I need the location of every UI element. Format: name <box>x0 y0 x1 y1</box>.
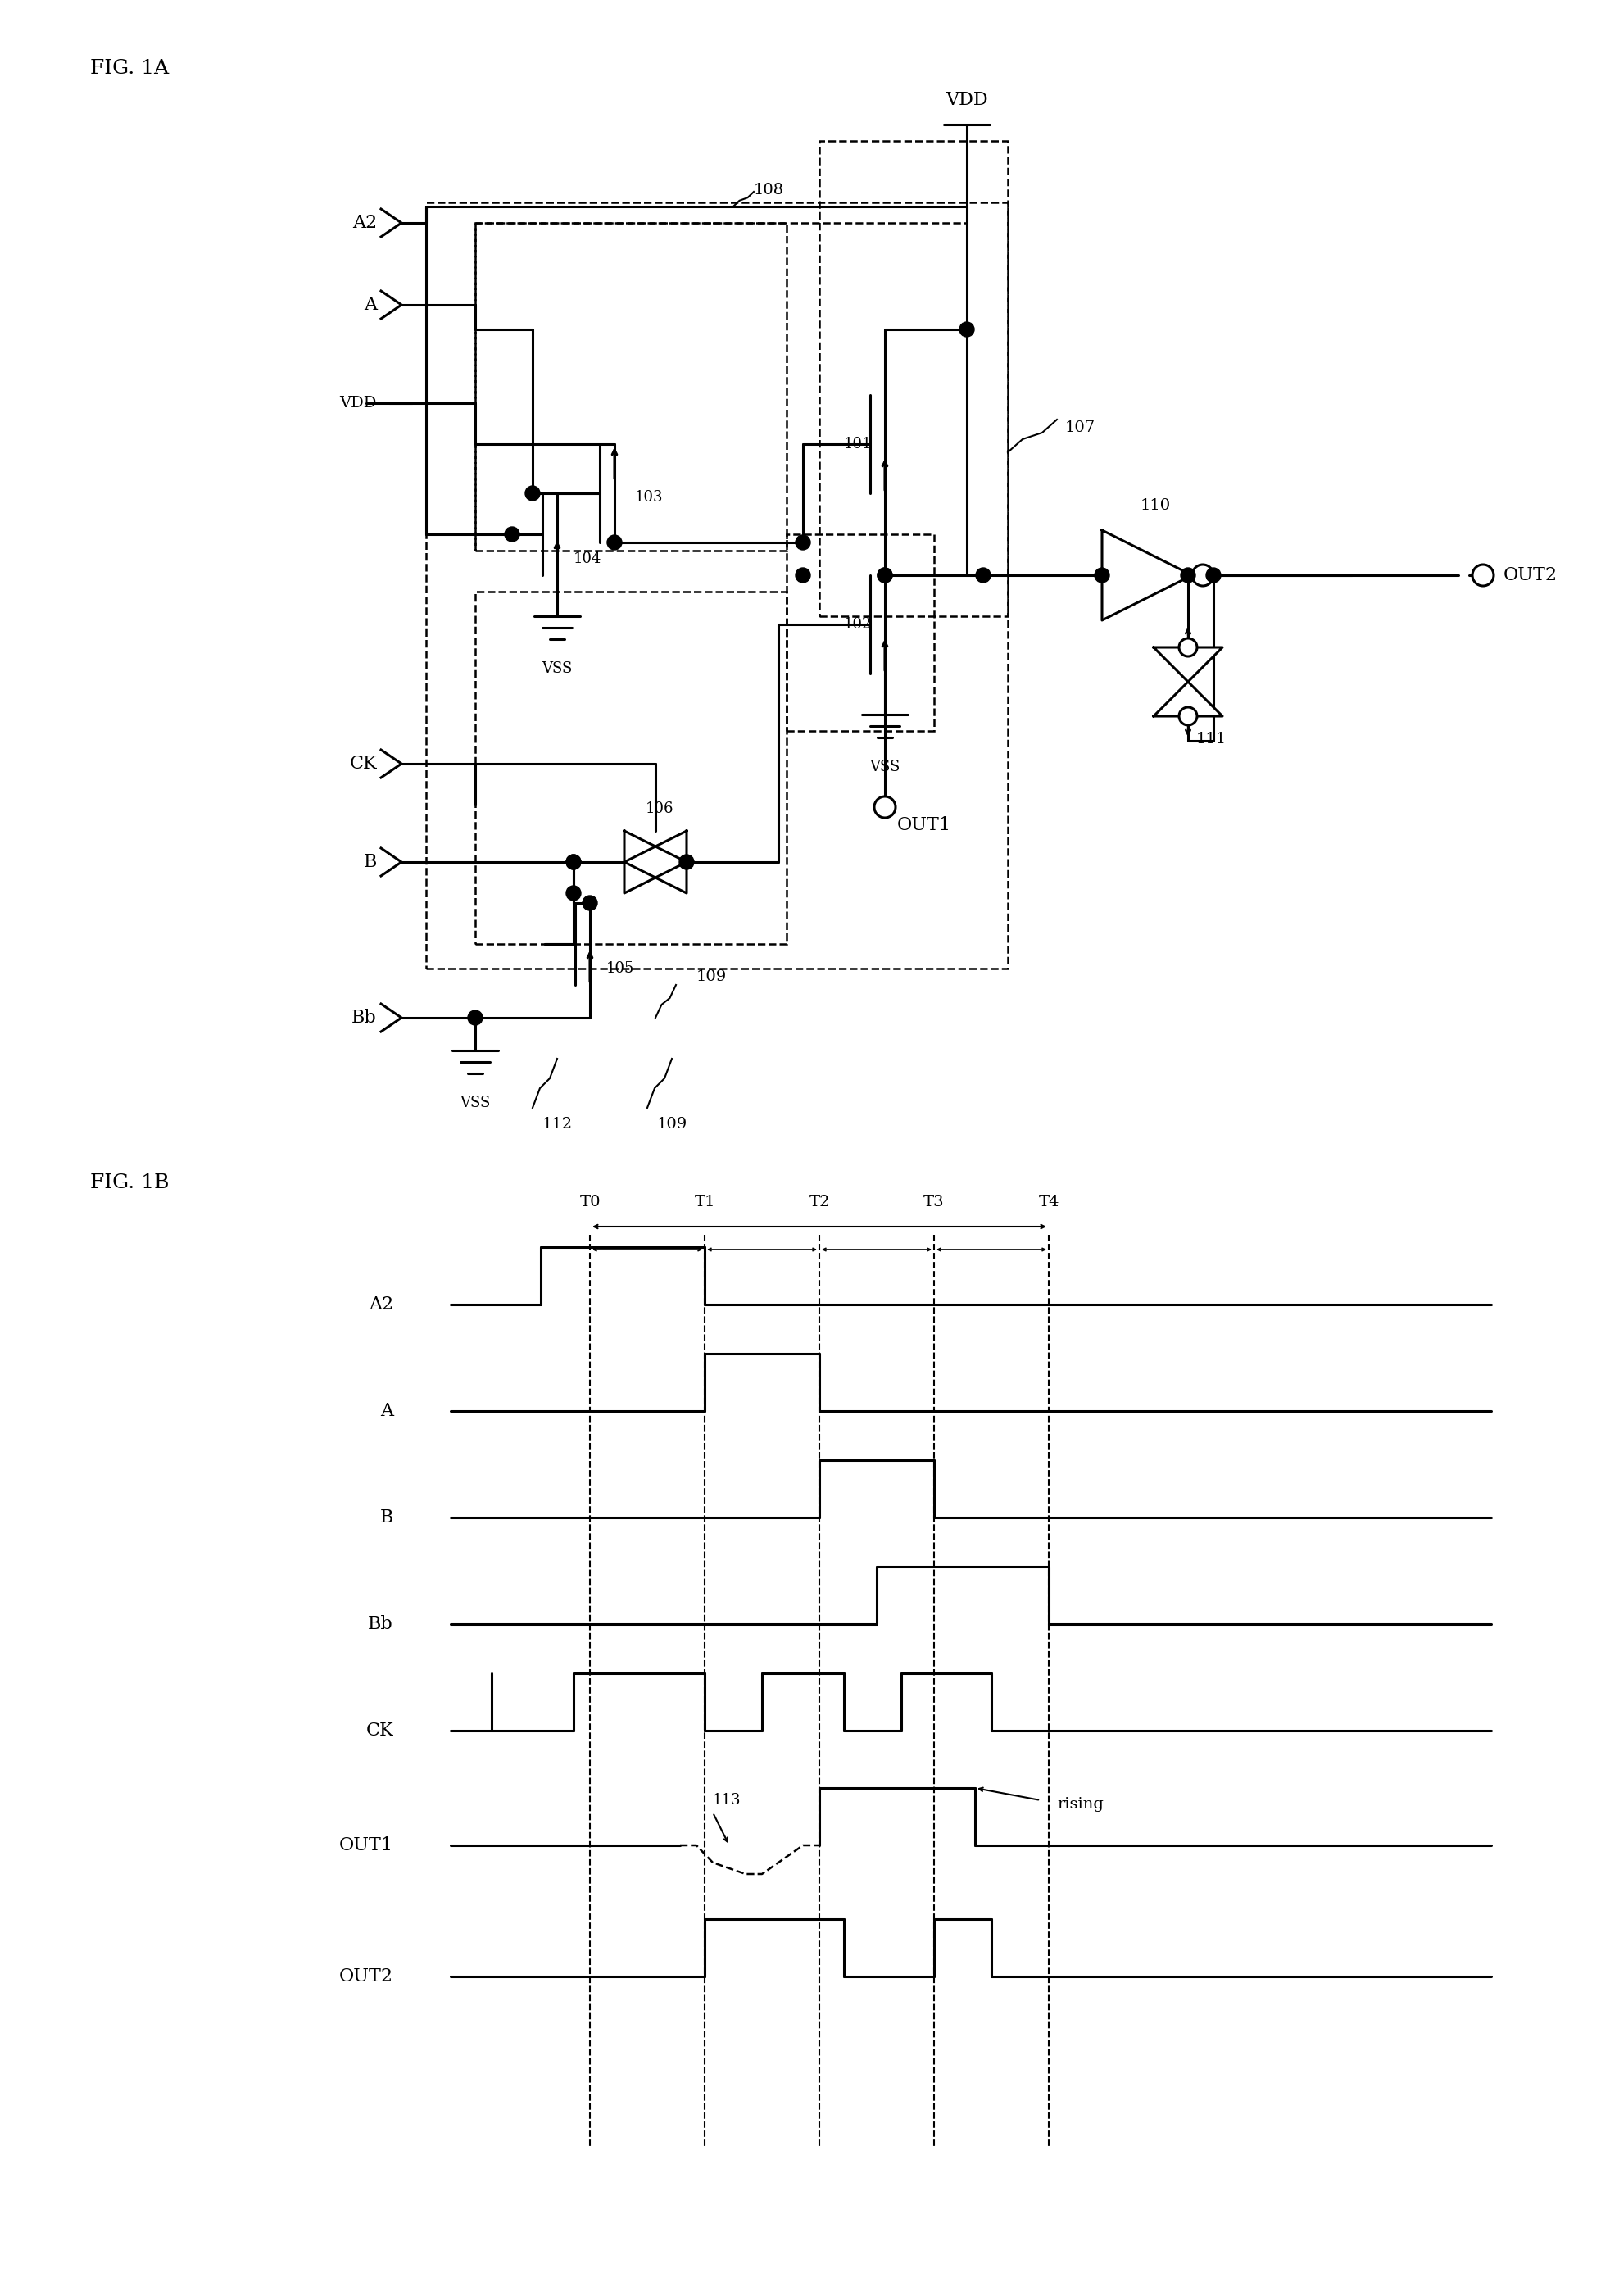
Circle shape <box>1472 565 1494 585</box>
Circle shape <box>1206 567 1221 583</box>
Circle shape <box>877 567 892 583</box>
Text: FIG. 1A: FIG. 1A <box>91 60 168 78</box>
Text: Bb: Bb <box>368 1614 393 1632</box>
Circle shape <box>567 854 581 870</box>
Circle shape <box>505 526 520 542</box>
Text: CK: CK <box>366 1722 393 1740</box>
Text: 103: 103 <box>635 489 664 505</box>
Text: B: B <box>364 854 377 870</box>
Text: OUT1: OUT1 <box>340 1837 393 1855</box>
Text: 113: 113 <box>712 1793 742 1807</box>
Text: VDD: VDD <box>945 92 988 108</box>
Text: 104: 104 <box>573 551 602 567</box>
Circle shape <box>567 886 581 900</box>
Text: A2: A2 <box>353 214 377 232</box>
Polygon shape <box>1154 647 1222 682</box>
Text: 101: 101 <box>843 436 873 452</box>
Circle shape <box>960 321 975 338</box>
Circle shape <box>795 567 811 583</box>
Text: OUT2: OUT2 <box>1504 567 1557 583</box>
Text: 109: 109 <box>696 969 727 985</box>
Bar <box>819 140 1007 615</box>
Text: T3: T3 <box>923 1194 944 1210</box>
Text: A: A <box>364 296 377 315</box>
Circle shape <box>976 567 991 583</box>
Text: A: A <box>380 1403 393 1419</box>
Text: Bb: Bb <box>351 1008 377 1026</box>
Circle shape <box>795 535 811 549</box>
Text: VSS: VSS <box>460 1095 491 1111</box>
Circle shape <box>468 1010 482 1024</box>
Text: OUT1: OUT1 <box>897 815 952 833</box>
Text: 112: 112 <box>542 1116 573 1132</box>
Text: 108: 108 <box>754 184 784 197</box>
Circle shape <box>874 797 895 817</box>
Text: CK: CK <box>350 755 377 774</box>
Text: A2: A2 <box>369 1295 393 1313</box>
Bar <box>787 535 934 730</box>
Text: 105: 105 <box>606 962 635 976</box>
Text: T2: T2 <box>810 1194 831 1210</box>
Text: VSS: VSS <box>869 760 900 774</box>
Circle shape <box>1094 567 1109 583</box>
Circle shape <box>583 895 597 912</box>
Text: T0: T0 <box>580 1194 601 1210</box>
Circle shape <box>525 487 541 501</box>
Circle shape <box>680 854 695 870</box>
Circle shape <box>1192 565 1213 585</box>
Text: 111: 111 <box>1196 732 1227 746</box>
Text: T4: T4 <box>1038 1194 1059 1210</box>
Bar <box>476 223 787 551</box>
Polygon shape <box>1103 530 1192 620</box>
Text: 109: 109 <box>657 1116 686 1132</box>
Text: rising: rising <box>1057 1798 1104 1812</box>
Circle shape <box>567 854 581 870</box>
Circle shape <box>877 567 892 583</box>
Polygon shape <box>1154 682 1222 716</box>
Text: 107: 107 <box>1065 420 1096 436</box>
Text: 110: 110 <box>1140 498 1171 512</box>
Text: VSS: VSS <box>542 661 573 675</box>
Text: 106: 106 <box>646 801 674 815</box>
Text: B: B <box>380 1508 393 1527</box>
Circle shape <box>1179 707 1196 726</box>
Text: 102: 102 <box>843 618 873 631</box>
Circle shape <box>1179 638 1196 657</box>
Text: T1: T1 <box>695 1194 716 1210</box>
Circle shape <box>607 535 622 549</box>
Text: OUT2: OUT2 <box>340 1968 393 1986</box>
Bar <box>476 592 787 944</box>
Text: FIG. 1B: FIG. 1B <box>91 1173 168 1192</box>
Bar <box>426 202 1007 969</box>
Text: VDD: VDD <box>340 395 377 411</box>
Circle shape <box>1180 567 1195 583</box>
